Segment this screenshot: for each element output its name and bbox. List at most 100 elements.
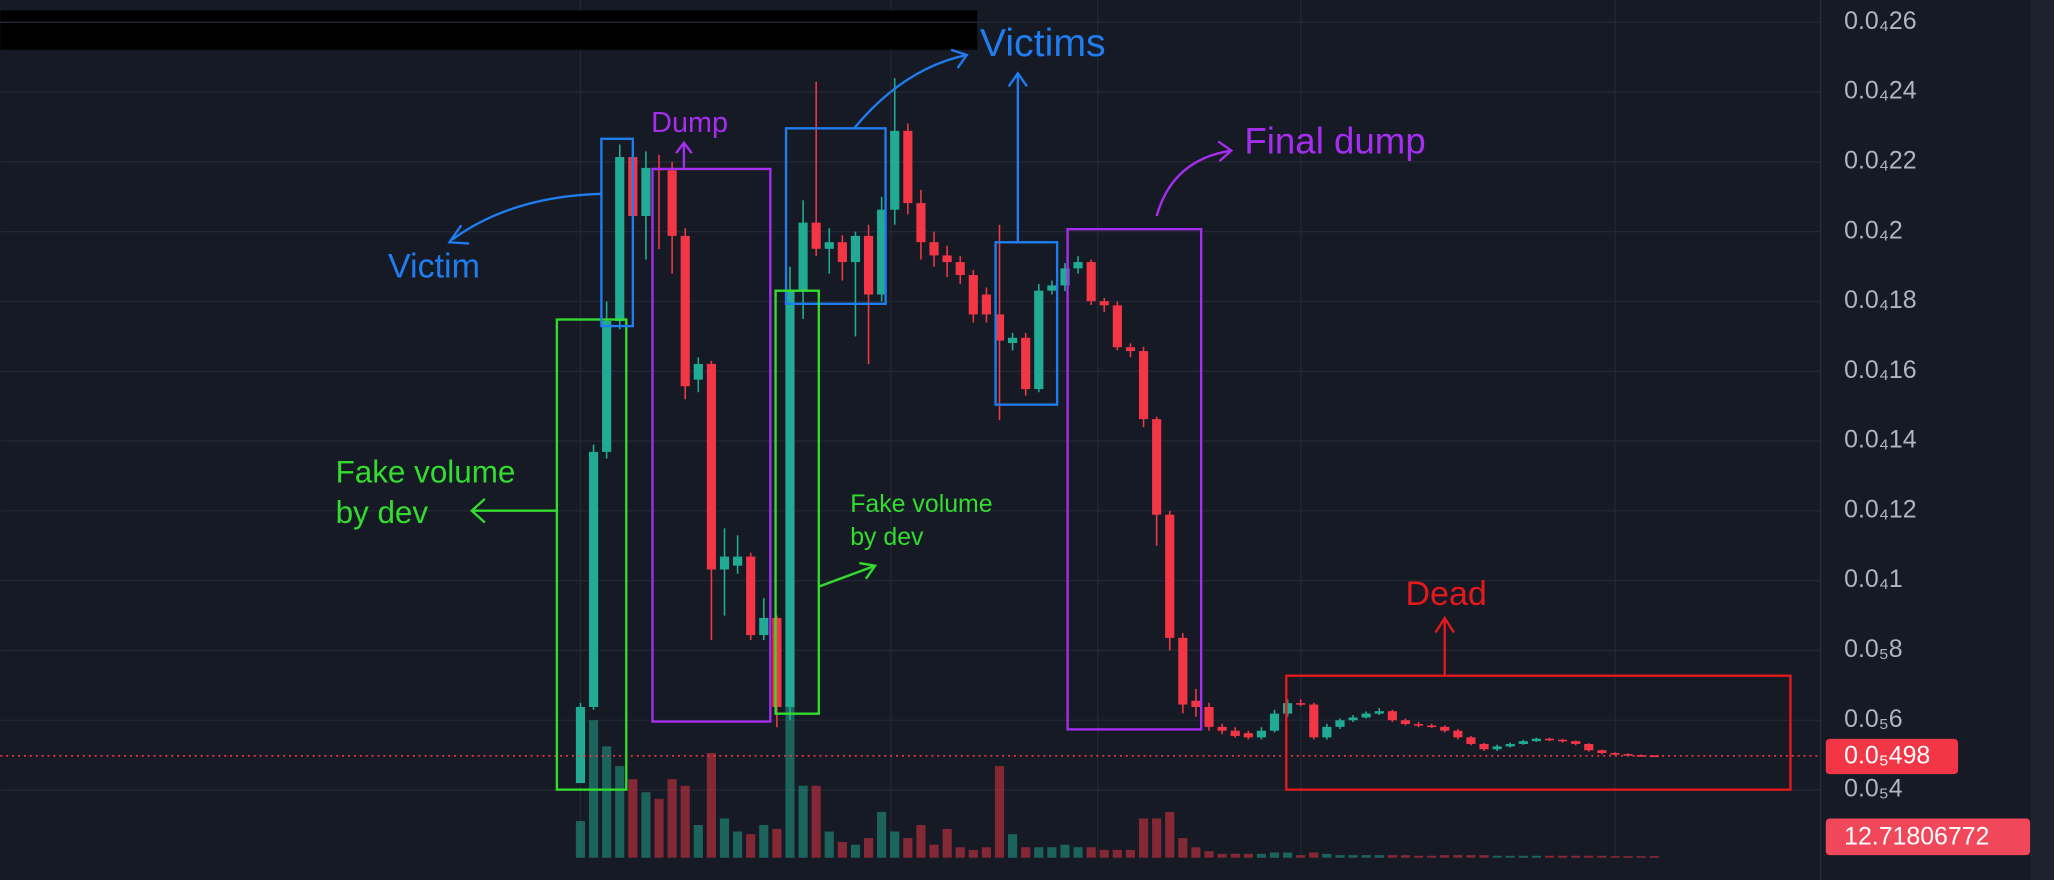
volume-bar (1204, 851, 1214, 858)
price-tag-label: 0.0₅498 (1844, 742, 1930, 770)
y-tick-label: 0.0₄12 (1844, 495, 1916, 523)
volume-bar (837, 842, 847, 858)
volume-bar (1387, 855, 1397, 858)
y-tick-label: 0.0₅8 (1844, 635, 1902, 663)
y-tick-label: 0.0₄18 (1844, 286, 1916, 314)
volume-bar (1138, 818, 1149, 858)
candle-body (1099, 301, 1109, 306)
candle-body (693, 363, 703, 380)
candle-body (1518, 741, 1528, 744)
candle-body (1400, 720, 1411, 725)
candle-body (588, 451, 599, 707)
volume-bar (641, 792, 651, 858)
volume-bar (785, 700, 795, 858)
volume-bar (1034, 847, 1044, 858)
candle-body (1256, 730, 1266, 738)
annotation-label: by dev (336, 495, 429, 530)
redaction-bar (0, 10, 978, 50)
volume-bar (1021, 847, 1031, 858)
candle-body (1427, 725, 1437, 728)
volume-tag-label: 12.71806772 (1844, 823, 1989, 851)
candle-body (1361, 713, 1371, 718)
volume-bar (1086, 847, 1096, 858)
candle-body (1597, 750, 1607, 754)
candle-body (1610, 753, 1620, 755)
volume-bar (1112, 849, 1122, 858)
annotation-box (651, 167, 772, 723)
candle-body (1479, 743, 1489, 750)
volume-tag (1825, 818, 2031, 856)
candle-body (772, 618, 782, 707)
volume-bar (654, 798, 664, 858)
side-strip (2030, 0, 2054, 880)
volume-bar (994, 766, 1005, 858)
candle-body (1466, 737, 1476, 744)
volume-bar (693, 825, 703, 858)
candle-body (706, 363, 716, 570)
candle-body (1335, 720, 1345, 727)
candle-body (1073, 262, 1083, 269)
annotation-label: by dev (850, 523, 924, 551)
candle-body (942, 255, 952, 263)
volume-bar (1047, 847, 1057, 858)
candle-body (1322, 726, 1332, 738)
candle-body (1505, 743, 1515, 747)
volume-bar (1322, 853, 1332, 858)
arrow-head (1217, 140, 1234, 162)
volume-bar (1374, 855, 1384, 858)
volume-bar (1440, 855, 1450, 858)
volume-bar (877, 811, 887, 858)
y-tick-label: 0.0₅6 (1844, 705, 1902, 733)
volume-bar (1649, 856, 1659, 858)
candle-body (733, 556, 743, 566)
y-tick-label: 0.0₄24 (1844, 77, 1917, 105)
candle-body (903, 130, 913, 204)
candle-body (1348, 717, 1358, 721)
arrow-head (1007, 71, 1028, 88)
y-tick-label: 0.0₅4 (1844, 775, 1903, 803)
candle-body (746, 556, 756, 636)
candle-body (1125, 347, 1136, 352)
candle-body (811, 222, 821, 249)
annotation-box (784, 127, 887, 305)
volume-bar (1008, 834, 1018, 858)
y-tick-label: 0.0₄16 (1844, 356, 1916, 384)
volume-bar (1060, 844, 1070, 858)
candle-body (1230, 730, 1240, 736)
volume-bar (1283, 852, 1293, 858)
volume-bar (615, 766, 625, 858)
candle-body (1374, 711, 1384, 714)
candle-body (1034, 290, 1044, 390)
volume-bar (1348, 855, 1358, 858)
volume-bar (1256, 853, 1266, 858)
candle-body (863, 235, 874, 295)
volume-bar (746, 834, 756, 858)
annotation-label: Dump (651, 107, 728, 139)
volume-bar (798, 785, 808, 858)
volume-bar (824, 831, 834, 858)
volume-bar (1165, 811, 1175, 858)
annotation-box (600, 137, 635, 328)
candle-body (1492, 746, 1502, 750)
volume-bar (575, 821, 586, 858)
volume-bar (1453, 855, 1463, 858)
candle-body (1191, 700, 1201, 707)
y-tick-label: 0.0₄1 (1844, 565, 1903, 593)
annotation-label: Victims (980, 21, 1106, 65)
volume-bar (863, 838, 874, 858)
volume-bar (968, 849, 978, 858)
candle-body (680, 235, 690, 387)
candle-body (1649, 755, 1659, 758)
candle-body (1387, 711, 1397, 721)
volume-bar (955, 847, 965, 858)
volume-bar (1623, 856, 1633, 858)
volume-bar (667, 779, 677, 858)
volume-bar (733, 831, 743, 858)
candle-body (1571, 741, 1581, 744)
y-tick-label: 0.0₄22 (1844, 146, 1916, 174)
candle-body (1165, 514, 1175, 638)
volume-bar (890, 831, 900, 858)
candle-body (575, 706, 586, 784)
volume-bar (916, 825, 926, 858)
